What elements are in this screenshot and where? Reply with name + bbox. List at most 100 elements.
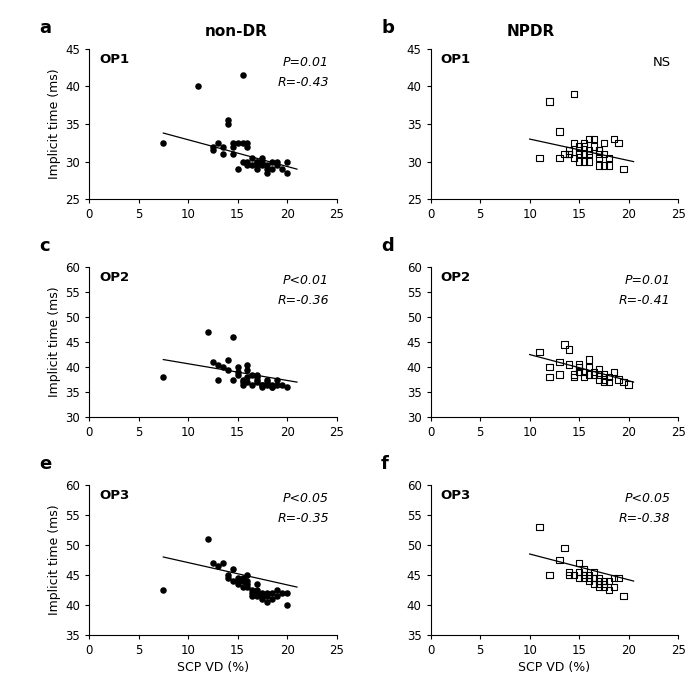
Point bbox=[237, 376, 248, 387]
Point bbox=[212, 374, 223, 385]
Point bbox=[599, 138, 610, 149]
Point bbox=[579, 570, 590, 581]
Point bbox=[252, 579, 263, 590]
Point bbox=[232, 362, 243, 373]
Point bbox=[242, 579, 253, 590]
Point bbox=[208, 558, 219, 569]
Point bbox=[564, 567, 575, 578]
Point bbox=[158, 584, 169, 595]
Point bbox=[277, 379, 288, 390]
Text: e: e bbox=[40, 455, 52, 473]
Point bbox=[262, 588, 273, 599]
Point bbox=[266, 593, 277, 604]
Point bbox=[573, 141, 584, 152]
Point bbox=[227, 563, 238, 574]
Point bbox=[232, 366, 243, 378]
Point bbox=[237, 575, 248, 586]
Point bbox=[227, 149, 238, 160]
Point bbox=[559, 542, 570, 554]
Point bbox=[573, 156, 584, 168]
Point bbox=[237, 379, 248, 390]
Point bbox=[584, 362, 595, 373]
Text: P=0.01: P=0.01 bbox=[625, 274, 671, 288]
Point bbox=[217, 558, 228, 569]
Point bbox=[237, 572, 248, 584]
Point bbox=[599, 374, 610, 385]
Point bbox=[242, 160, 253, 171]
Point bbox=[266, 163, 277, 174]
Point bbox=[282, 168, 292, 179]
Point bbox=[613, 374, 624, 385]
Y-axis label: Implicit time (ms): Implicit time (ms) bbox=[48, 505, 61, 616]
Point bbox=[242, 570, 253, 581]
Point bbox=[569, 152, 580, 163]
Point bbox=[564, 149, 575, 160]
Y-axis label: Implicit time (ms): Implicit time (ms) bbox=[48, 68, 61, 179]
Point bbox=[262, 379, 273, 390]
Point bbox=[252, 163, 263, 174]
Point bbox=[237, 70, 248, 81]
Point bbox=[257, 160, 268, 171]
Point bbox=[252, 369, 263, 380]
Point bbox=[222, 570, 233, 581]
Point bbox=[579, 156, 590, 168]
Text: P=0.01: P=0.01 bbox=[283, 57, 329, 69]
Point bbox=[593, 144, 604, 156]
Point bbox=[593, 572, 604, 584]
Point bbox=[599, 160, 610, 171]
Point bbox=[257, 382, 268, 393]
Point bbox=[242, 364, 253, 375]
Point bbox=[593, 144, 604, 156]
Text: R=-0.36: R=-0.36 bbox=[277, 294, 329, 307]
Point bbox=[232, 163, 243, 174]
Point bbox=[252, 591, 263, 602]
Point bbox=[613, 572, 624, 584]
Point bbox=[222, 114, 233, 126]
Point bbox=[579, 149, 590, 160]
Text: R=-0.41: R=-0.41 bbox=[619, 294, 671, 307]
Point bbox=[608, 581, 619, 593]
Point bbox=[247, 152, 258, 163]
Point bbox=[608, 133, 619, 144]
Point bbox=[554, 369, 565, 380]
Point bbox=[569, 89, 580, 100]
Text: OP1: OP1 bbox=[99, 53, 129, 66]
Point bbox=[232, 369, 243, 380]
Point bbox=[544, 362, 555, 373]
Point bbox=[584, 575, 595, 586]
Point bbox=[599, 376, 610, 387]
Point bbox=[262, 597, 273, 608]
Point bbox=[252, 584, 263, 595]
Point bbox=[619, 376, 630, 387]
Point bbox=[584, 572, 595, 584]
Point bbox=[227, 138, 238, 149]
Point bbox=[257, 591, 268, 602]
Point bbox=[534, 152, 545, 163]
Point bbox=[222, 119, 233, 130]
Point bbox=[212, 138, 223, 149]
Point bbox=[192, 81, 203, 92]
Point bbox=[544, 96, 555, 107]
Point bbox=[593, 369, 604, 380]
Point bbox=[282, 588, 292, 599]
Point bbox=[272, 591, 283, 602]
Point bbox=[247, 160, 258, 171]
Point bbox=[202, 533, 213, 544]
Point bbox=[573, 366, 584, 378]
Point bbox=[262, 163, 273, 174]
Point bbox=[593, 152, 604, 163]
Point bbox=[282, 600, 292, 611]
Point bbox=[266, 382, 277, 393]
Point bbox=[277, 588, 288, 599]
Point bbox=[573, 362, 584, 373]
Text: NS: NS bbox=[653, 57, 671, 69]
Point bbox=[252, 376, 263, 387]
Point bbox=[232, 572, 243, 584]
Point bbox=[252, 371, 263, 383]
Point bbox=[588, 369, 599, 380]
Text: OP2: OP2 bbox=[99, 272, 129, 284]
Text: P<0.01: P<0.01 bbox=[283, 274, 329, 288]
Point bbox=[208, 141, 219, 152]
Point bbox=[559, 339, 570, 350]
Point bbox=[222, 364, 233, 375]
